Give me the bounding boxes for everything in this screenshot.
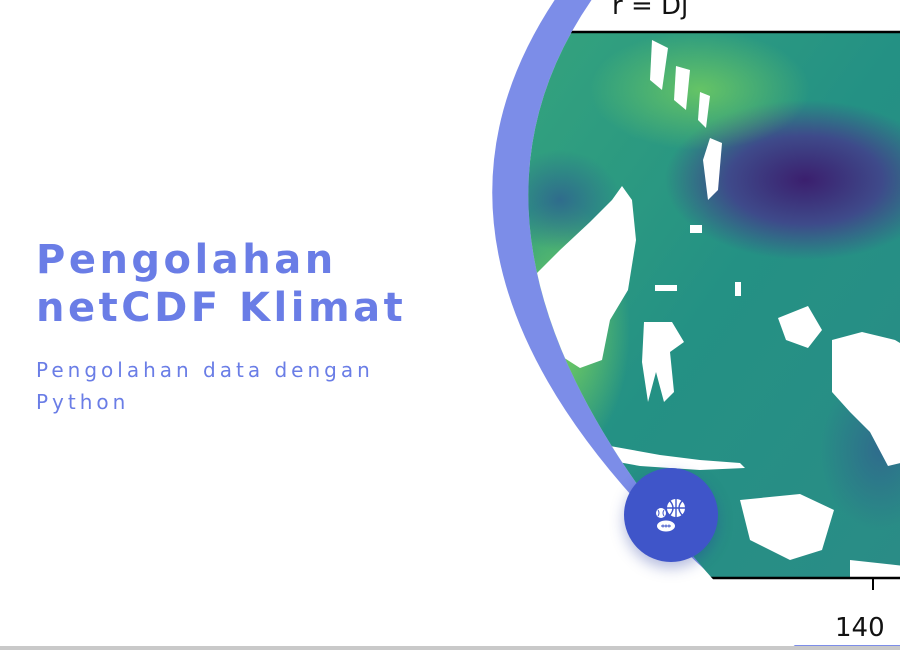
hero-title-line-2: netCDF Klimat [36,285,407,331]
sports-action-button[interactable] [624,468,718,562]
bottom-border [0,646,900,650]
hero-subtitle: Pengolahan data dengan Python [36,358,374,414]
hero-illustration: r = Dj 140 [460,0,900,650]
sports-balls-icon [656,499,685,532]
hero-title: Pengolahan netCDF Klimat [36,236,456,332]
map-axis-tick-label: 140 [835,613,885,643]
hero-title-line-1: Pengolahan [36,237,337,283]
map-figure-title: r = Dj [612,0,688,21]
hero-text-block: Pengolahan netCDF Klimat Pengolahan data… [36,236,456,418]
map-figure: r = Dj 140 [492,0,900,650]
